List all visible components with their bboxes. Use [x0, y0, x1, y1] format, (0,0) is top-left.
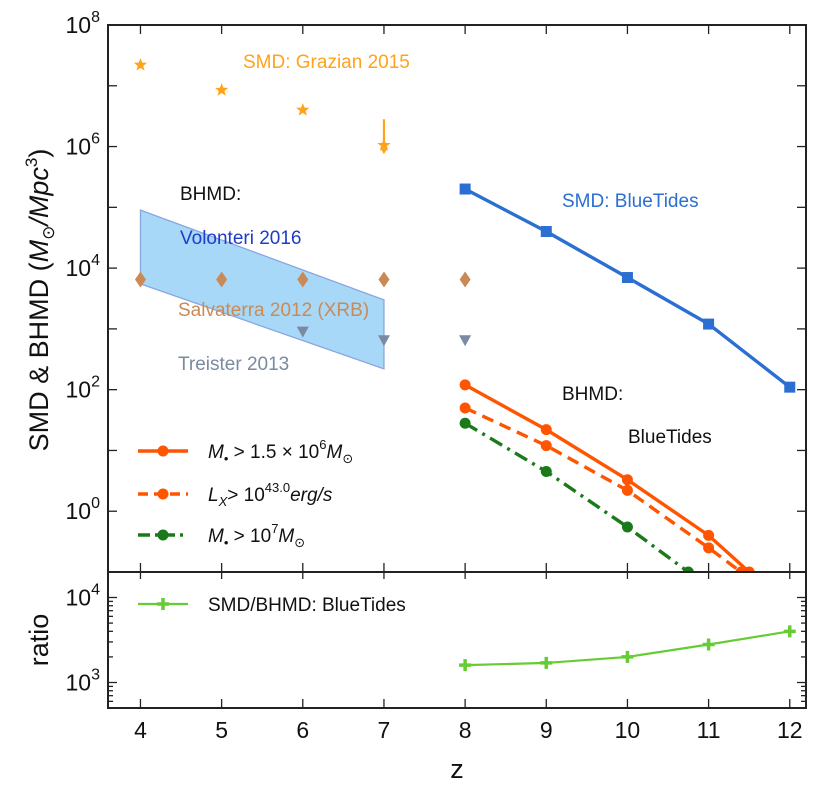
legend-label-2: M• > 107M⊙: [208, 521, 305, 550]
x-axis-title: z: [450, 754, 464, 784]
ratio-point-2: [621, 650, 634, 663]
series-0-line: [464, 187, 791, 389]
series-5-point-1: [216, 271, 228, 288]
x-tick-label-4: 8: [459, 717, 472, 743]
series-0-point-4: [784, 381, 796, 393]
main-y-tick-label-3: 106: [66, 131, 101, 160]
x-tick-label-3: 7: [378, 717, 391, 743]
ratio-point-4: [783, 625, 796, 638]
series-6-point-2: [459, 335, 472, 347]
series-1-point-1: [540, 424, 552, 436]
x-tick-label-2: 6: [296, 717, 309, 743]
annotation-2: Volonteri 2016: [180, 228, 302, 249]
series-3-point-2: [621, 521, 633, 533]
series-1-point-2: [621, 474, 633, 486]
legend-item-0: M• > 1.5 × 106M⊙: [138, 437, 353, 466]
series-6: [296, 326, 472, 347]
series-0-point-3: [703, 318, 715, 330]
annotation-1: BHMD:: [180, 184, 241, 205]
series-0-point-0: [459, 183, 471, 195]
legend-marker-1: [157, 488, 169, 500]
series-5: [134, 271, 471, 288]
series-6-point-1: [377, 335, 390, 347]
x-tick-label-1: 5: [215, 717, 228, 743]
annotation-0: SMD: Grazian 2015: [243, 52, 410, 73]
series-3-point-1: [540, 466, 552, 478]
volonteri-band: [139, 209, 385, 370]
x-tick-label-7: 11: [697, 717, 721, 743]
series-2-point-3: [703, 542, 715, 554]
annotation-4: Treister 2013: [178, 354, 289, 375]
legend-label-0: M• > 1.5 × 106M⊙: [208, 437, 353, 466]
ratio-legend: SMD/BHMD: BlueTides: [138, 595, 406, 616]
legend-item-1: LX> 1043.0erg/s: [138, 480, 333, 509]
annotation-7: BlueTides: [628, 427, 712, 448]
annotation-6: BHMD:: [562, 384, 623, 405]
ratio-plot-area: [459, 625, 796, 672]
series-5-point-2: [297, 271, 309, 288]
annotation-3: Salvaterra 2012 (XRB): [178, 300, 369, 321]
series-2-point-4: [735, 566, 747, 572]
series-3: [459, 417, 694, 572]
series-5-point-0: [134, 271, 146, 288]
x-tick-label-8: 12: [777, 717, 803, 743]
series-1: [459, 379, 755, 572]
ratio-y-axis-title: ratio: [24, 614, 54, 667]
ratio-y-tick-label-1: 104: [66, 582, 101, 611]
legend-item-2: M• > 107M⊙: [138, 521, 305, 550]
series-4: [133, 58, 391, 155]
series-2-point-0: [459, 402, 471, 414]
series-2-point-1: [540, 440, 552, 452]
ratio-legend-marker: [157, 598, 169, 610]
main-y-tick-label-2: 104: [66, 252, 101, 281]
main-y-tick-label-0: 100: [66, 495, 101, 524]
series-2: [459, 402, 747, 572]
series-2-point-2: [621, 484, 633, 496]
x-tick-label-5: 9: [540, 717, 553, 743]
main-plot-area: [133, 58, 796, 572]
series-1-point-3: [703, 529, 715, 541]
annotation-5: SMD: BlueTides: [562, 191, 699, 212]
series-3-point-0: [459, 417, 471, 429]
main-y-tick-label-4: 108: [66, 9, 101, 38]
x-tick-label-6: 10: [615, 717, 641, 743]
x-tick-label-0: 4: [134, 717, 147, 743]
ratio-point-1: [540, 656, 553, 669]
series-5-point-3: [378, 271, 390, 288]
legend-marker-2: [157, 529, 169, 541]
ratio-point-3: [702, 638, 715, 651]
series-0: [459, 183, 796, 393]
main-y-tick-label-1: 102: [66, 374, 101, 403]
grazian-upper-limit-arrow: [379, 147, 388, 155]
series-1-point-4: [743, 566, 755, 572]
series-0-point-1: [540, 226, 552, 238]
legend-label-1: LX> 1043.0erg/s: [208, 480, 333, 509]
ratio-frame: [107, 571, 807, 709]
series-4-point-1: [215, 83, 229, 96]
legend-marker-0: [157, 445, 169, 457]
series-4-point-2: [296, 103, 310, 116]
series-3-point-3: [682, 566, 694, 572]
series-1-point-0: [459, 379, 471, 391]
series-6-point-0: [296, 326, 309, 338]
ratio-point-0: [459, 659, 472, 672]
series-4-point-0: [133, 58, 148, 71]
ratio-y-tick-label-0: 103: [66, 667, 101, 696]
series-0-point-2: [621, 272, 633, 284]
main-y-axis-title: SMD & BHMD (M⊙/Mpc3): [22, 149, 58, 452]
series-5-point-4: [459, 271, 471, 288]
ratio-legend-label: SMD/BHMD: BlueTides: [208, 595, 406, 616]
